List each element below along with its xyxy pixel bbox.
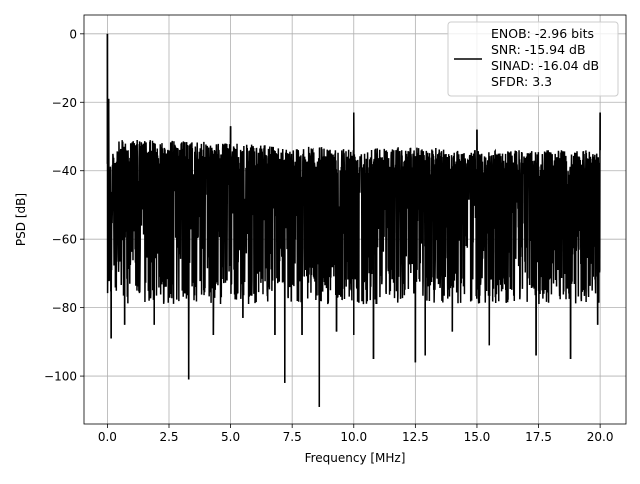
psd-series-line [106,33,601,407]
y-tick-label: −40 [52,164,77,178]
x-tick-label: 10.0 [340,430,367,444]
y-tick-label: −100 [44,370,77,384]
y-tick-label: −80 [52,301,77,315]
x-tick-label: 7.5 [283,430,302,444]
plot-area [106,33,601,407]
y-axis-label: PSD [dB] [14,193,28,246]
legend-box [447,21,619,97]
y-tick-label: 0 [69,27,77,41]
x-tick-label: 2.5 [159,430,178,444]
legend: ENOB: -2.96 bits SNR: -15.94 dB SINAD: -… [447,21,619,97]
x-tick-label: 12.5 [402,430,429,444]
x-tick-label: 5.0 [221,430,240,444]
x-tick-label: 20.0 [587,430,614,444]
x-tick-label: 0.0 [98,430,117,444]
x-tick-label: 17.5 [525,430,552,444]
ticks: 0.0 2.5 5.0 7.5 10.0 12.5 15.0 17.5 20.0 0 −20 −40 −… [44,27,613,444]
axes-frame [83,14,627,425]
legend-text-sfdr: SFDR: 3.3 [491,74,552,89]
x-axis-label: Frequency [MHz] [305,451,406,465]
legend-text-snr: SNR: -15.94 dB [491,42,586,57]
y-tick-label: −20 [52,96,77,110]
legend-text-enob: ENOB: -2.96 bits [491,26,594,41]
x-tick-label: 15.0 [464,430,491,444]
y-tick-label: −60 [52,233,77,247]
legend-text-sinad: SINAD: -16.04 dB [491,58,599,73]
